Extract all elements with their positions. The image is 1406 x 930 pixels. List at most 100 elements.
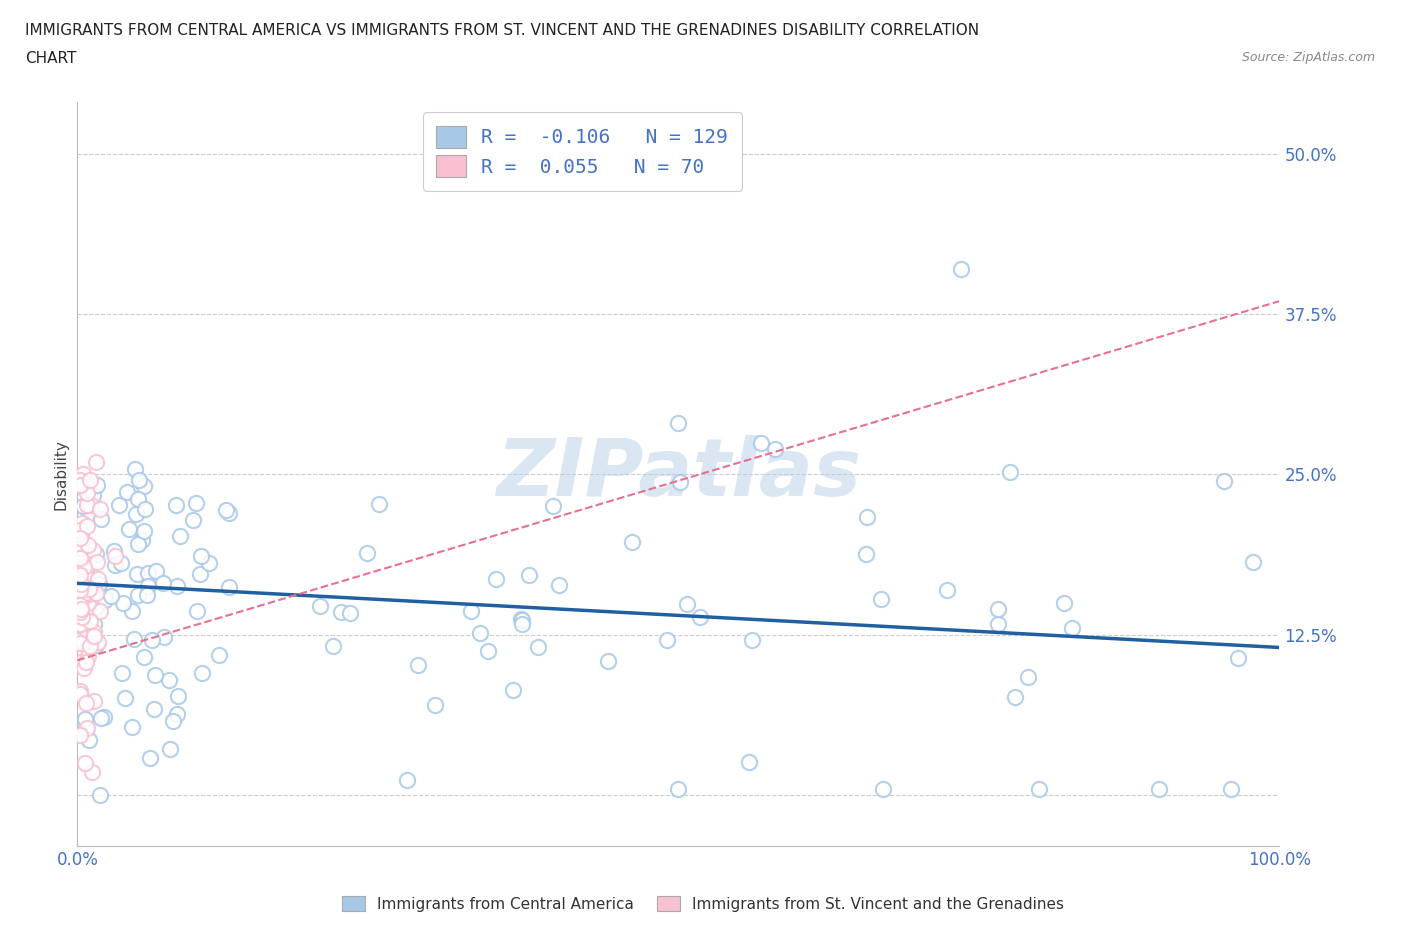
- Point: [669, 474, 692, 489]
- Point: [485, 571, 508, 586]
- Text: IMMIGRANTS FROM CENTRAL AMERICA VS IMMIGRANTS FROM ST. VINCENT AND THE GRENADINE: IMMIGRANTS FROM CENTRAL AMERICA VS IMMIG…: [25, 23, 980, 38]
- Point: [89, 788, 111, 803]
- Point: [676, 597, 699, 612]
- Point: [69, 536, 91, 551]
- Point: [143, 701, 166, 716]
- Point: [198, 556, 221, 571]
- Point: [127, 587, 149, 602]
- Point: [79, 638, 101, 653]
- Point: [90, 711, 112, 725]
- Point: [125, 566, 148, 581]
- Point: [75, 655, 97, 670]
- Point: [423, 698, 446, 712]
- Point: [77, 582, 100, 597]
- Point: [69, 617, 91, 631]
- Point: [188, 567, 211, 582]
- Point: [145, 564, 167, 578]
- Point: [79, 613, 101, 628]
- Point: [69, 478, 91, 493]
- Point: [69, 632, 91, 647]
- Point: [159, 742, 181, 757]
- Point: [396, 772, 419, 787]
- Point: [502, 683, 524, 698]
- Point: [89, 604, 111, 618]
- Point: [73, 560, 96, 575]
- Point: [75, 696, 97, 711]
- Point: [75, 622, 97, 637]
- Point: [191, 666, 214, 681]
- Point: [104, 558, 127, 573]
- Point: [69, 601, 91, 616]
- Point: [69, 472, 91, 487]
- Point: [131, 533, 153, 548]
- Point: [330, 604, 353, 619]
- Point: [69, 684, 91, 698]
- Point: [79, 472, 101, 487]
- Point: [1220, 781, 1243, 796]
- Point: [406, 658, 429, 672]
- Point: [69, 686, 91, 701]
- Point: [103, 543, 125, 558]
- Point: [69, 593, 91, 608]
- Point: [69, 599, 91, 614]
- Point: [1149, 781, 1171, 796]
- Point: [75, 721, 97, 736]
- Point: [655, 633, 678, 648]
- Point: [668, 781, 690, 796]
- Point: [69, 635, 91, 650]
- Point: [75, 473, 97, 488]
- Point: [122, 631, 145, 646]
- Point: [69, 604, 91, 619]
- Legend: R =  -0.106   N = 129, R =  0.055   N = 70: R = -0.106 N = 129, R = 0.055 N = 70: [423, 112, 741, 191]
- Point: [72, 654, 94, 669]
- Point: [118, 522, 141, 537]
- Point: [111, 666, 134, 681]
- Point: [1017, 670, 1039, 684]
- Point: [738, 754, 761, 769]
- Point: [114, 691, 136, 706]
- Point: [166, 578, 188, 593]
- Point: [136, 588, 159, 603]
- Point: [72, 548, 94, 563]
- Text: CHART: CHART: [25, 51, 77, 66]
- Point: [141, 632, 163, 647]
- Point: [668, 416, 690, 431]
- Point: [169, 528, 191, 543]
- Point: [77, 538, 100, 552]
- Point: [321, 638, 343, 653]
- Point: [166, 706, 188, 721]
- Point: [190, 549, 212, 564]
- Point: [127, 537, 149, 551]
- Point: [356, 546, 378, 561]
- Point: [128, 472, 150, 487]
- Point: [90, 512, 112, 526]
- Point: [870, 591, 893, 606]
- Point: [127, 492, 149, 507]
- Point: [1226, 651, 1249, 666]
- Point: [218, 506, 240, 521]
- Point: [69, 479, 91, 494]
- Point: [94, 592, 117, 607]
- Point: [108, 498, 131, 512]
- Point: [70, 515, 93, 530]
- Point: [84, 455, 107, 470]
- Point: [89, 577, 111, 591]
- Point: [72, 619, 94, 634]
- Point: [186, 604, 208, 618]
- Point: [94, 590, 117, 604]
- Point: [86, 477, 108, 492]
- Point: [86, 638, 108, 653]
- Point: [751, 436, 773, 451]
- Point: [84, 599, 107, 614]
- Point: [70, 577, 93, 591]
- Point: [1213, 473, 1236, 488]
- Legend: Immigrants from Central America, Immigrants from St. Vincent and the Grenadines: Immigrants from Central America, Immigra…: [336, 889, 1070, 918]
- Point: [134, 650, 156, 665]
- Point: [855, 510, 877, 525]
- Point: [134, 524, 156, 538]
- Point: [69, 633, 91, 648]
- Text: ZIPatlas: ZIPatlas: [496, 435, 860, 513]
- Point: [75, 585, 97, 600]
- Text: Source: ZipAtlas.com: Source: ZipAtlas.com: [1241, 51, 1375, 64]
- Point: [598, 654, 620, 669]
